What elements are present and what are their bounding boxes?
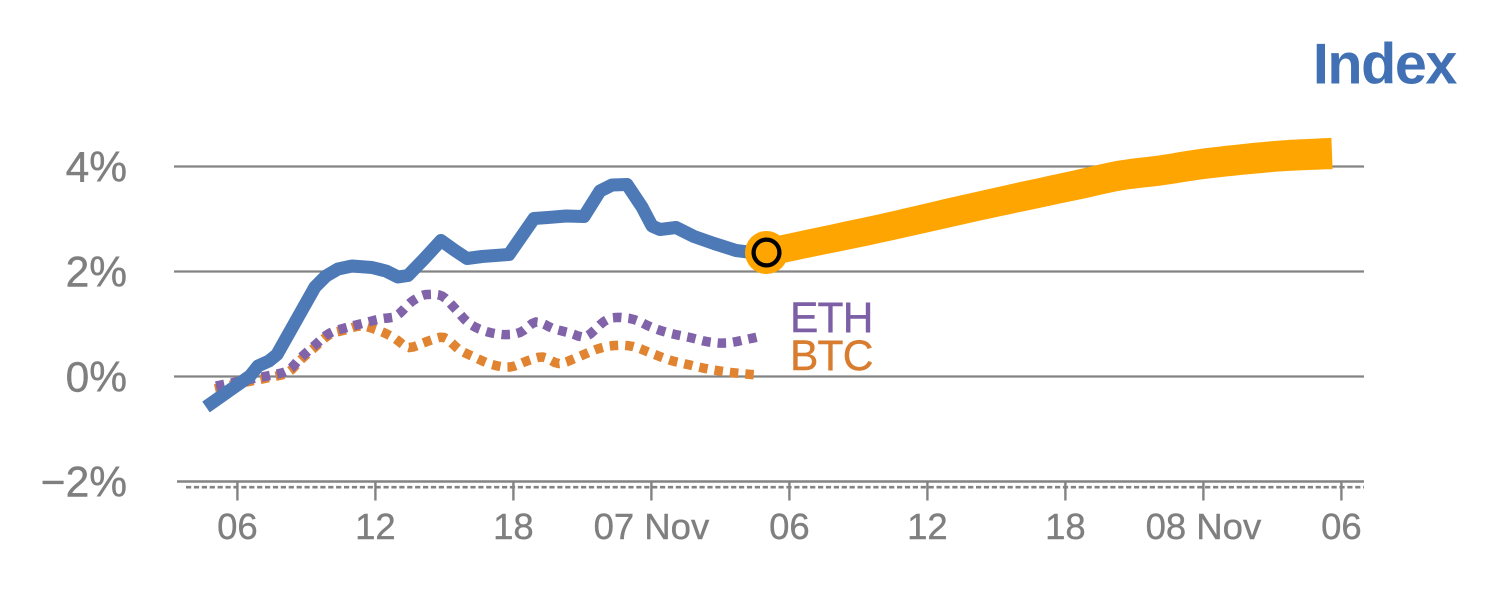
svg-text:18: 18 [1045,506,1086,547]
svg-text:BTC: BTC [790,333,873,380]
svg-text:06: 06 [1321,506,1362,547]
svg-text:12: 12 [907,506,948,547]
svg-text:2%: 2% [66,250,127,297]
svg-text:18: 18 [493,506,534,547]
svg-text:07 Nov: 07 Nov [594,506,710,547]
svg-text:4%: 4% [66,145,127,192]
svg-text:Index: Index [1313,33,1458,97]
svg-text:06: 06 [217,506,258,547]
svg-text:0%: 0% [66,355,127,402]
svg-text:ETH: ETH [790,295,873,342]
svg-text:12: 12 [355,506,396,547]
svg-text:08 Nov: 08 Nov [1146,506,1262,547]
svg-text:−2%: −2% [41,460,127,507]
svg-text:06: 06 [769,506,810,547]
